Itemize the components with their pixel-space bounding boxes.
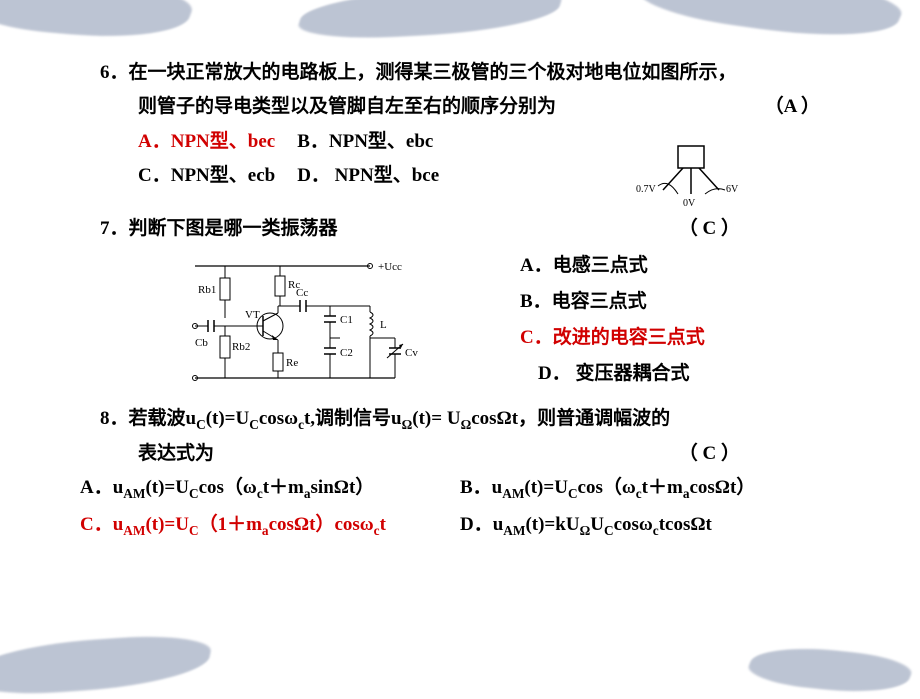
q6-line2: 则管子的导电类型以及管脚自左至右的顺序分别为 （A ） [100, 92, 860, 122]
q7-answer: （ C ） [679, 214, 740, 244]
q8-line1: 8．若载波uC(t)=UCcosωct,调制信号uΩ(t)= UΩcosΩt，则… [100, 404, 860, 435]
brush-stroke [743, 642, 917, 697]
q8-answer: （ C ） [679, 439, 740, 469]
q8-choice-d: D．uAM(t)=kUΩUCcosωctcosΩt [460, 510, 840, 541]
q6-line1: 6．在一块正常放大的电路板上，测得某三极管的三个极对地电位如图所示， [100, 58, 860, 88]
q7-choice-d: D． 变压器耦合式 [520, 356, 705, 392]
q8-choices: A．uAM(t)=UCcos（ωct＋masinΩt） B．uAM(t)=UCc… [80, 473, 860, 541]
q8-choice-a: A．uAM(t)=UCcos（ωct＋masinΩt） [80, 473, 460, 504]
brush-stroke [0, 631, 215, 699]
svg-text:Re: Re [286, 357, 298, 369]
brush-stroke [630, 0, 910, 47]
q7-line: 7．判断下图是哪一类振荡器 （ C ） [100, 214, 860, 244]
svg-text:C2: C2 [340, 347, 353, 359]
q6-choice-a: A．NPN型、bec [138, 127, 275, 157]
q6-diagram: 0.7V 0V 6V [630, 144, 750, 214]
brush-stroke [0, 0, 199, 44]
q6-choice-d: D． NPN型、bce [297, 161, 439, 191]
q6-number: 6． [100, 62, 129, 83]
q6-right-v: 6V [726, 184, 739, 195]
svg-text:Cb: Cb [195, 337, 208, 349]
q6-choice-c: C．NPN型、ecb [138, 161, 275, 191]
q8-text2: 表达式为 [138, 443, 214, 464]
q6-left-v: 0.7V [636, 184, 657, 195]
svg-text:+Ucc: +Ucc [378, 261, 402, 273]
svg-text:C1: C1 [340, 314, 353, 326]
q8-choice-b: B．uAM(t)=UCcos（ωct＋macosΩt） [460, 473, 840, 504]
brush-stroke [293, 0, 567, 42]
q7-block: +Ucc Rb1 Rc Cc [170, 248, 860, 398]
q7-choices: A．电感三点式 B．电容三点式 C．改进的电容三点式 D． 变压器耦合式 [430, 248, 705, 392]
q7-text: 判断下图是哪一类振荡器 [129, 218, 338, 239]
q6-text1: 在一块正常放大的电路板上，测得某三极管的三个极对地电位如图所示， [129, 62, 737, 83]
q7-circuit-diagram: +Ucc Rb1 Rc Cc [170, 248, 430, 398]
q7-number: 7． [100, 218, 129, 239]
svg-text:VT: VT [245, 309, 260, 321]
svg-text:Rb1: Rb1 [198, 284, 216, 296]
q6-text2: 则管子的导电类型以及管脚自左至右的顺序分别为 [138, 96, 556, 117]
q6-mid-v: 0V [683, 198, 696, 209]
q8-number: 8． [100, 408, 129, 429]
svg-text:Cv: Cv [405, 347, 418, 359]
svg-text:Cc: Cc [296, 287, 308, 299]
q8-line2: 表达式为 （ C ） [100, 439, 860, 469]
svg-text:Rb2: Rb2 [232, 341, 250, 353]
q8-choice-c: C．uAM(t)=UC（1＋macosΩt）cosωct [80, 510, 460, 541]
q6-choice-b: B．NPN型、ebc [297, 127, 433, 157]
q6-answer: （A ） [765, 92, 820, 122]
svg-text:L: L [380, 319, 387, 331]
q7-choice-c: C．改进的电容三点式 [520, 320, 705, 356]
q7-choice-a: A．电感三点式 [520, 248, 705, 284]
q7-choice-b: B．电容三点式 [520, 284, 705, 320]
page-content: 6．在一块正常放大的电路板上，测得某三极管的三个极对地电位如图所示， 则管子的导… [100, 58, 860, 542]
